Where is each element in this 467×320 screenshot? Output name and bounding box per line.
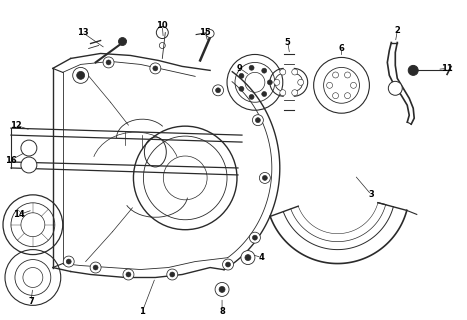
Text: 13: 13 (77, 28, 88, 37)
Circle shape (249, 65, 254, 70)
Circle shape (241, 251, 255, 265)
Circle shape (239, 86, 244, 91)
Circle shape (216, 88, 220, 93)
Circle shape (262, 68, 267, 73)
Text: 5: 5 (285, 38, 290, 47)
Circle shape (226, 262, 231, 267)
Circle shape (345, 72, 351, 78)
Circle shape (280, 69, 286, 75)
Circle shape (408, 65, 418, 76)
Text: 8: 8 (219, 307, 225, 316)
Circle shape (259, 172, 270, 183)
Text: 3: 3 (368, 190, 374, 199)
Circle shape (262, 92, 267, 97)
Circle shape (93, 265, 98, 270)
Circle shape (351, 82, 356, 88)
Circle shape (219, 286, 225, 292)
Circle shape (126, 272, 131, 277)
Text: 6: 6 (339, 44, 345, 53)
Text: 12: 12 (10, 121, 22, 130)
Circle shape (63, 256, 74, 267)
Circle shape (280, 90, 286, 96)
Circle shape (274, 79, 280, 85)
Circle shape (21, 157, 37, 173)
Text: 10: 10 (156, 21, 168, 30)
Text: 7: 7 (28, 297, 34, 306)
Circle shape (123, 269, 134, 280)
Circle shape (345, 93, 351, 99)
Circle shape (223, 259, 234, 270)
Circle shape (90, 262, 101, 273)
Circle shape (206, 29, 214, 37)
Circle shape (215, 283, 229, 296)
Circle shape (389, 81, 402, 95)
Text: 11: 11 (441, 64, 453, 73)
Circle shape (73, 68, 89, 83)
Text: 15: 15 (199, 28, 211, 37)
Circle shape (262, 175, 267, 180)
Circle shape (292, 90, 298, 96)
Circle shape (253, 235, 257, 240)
Text: 1: 1 (140, 307, 145, 316)
Circle shape (153, 66, 158, 71)
Circle shape (103, 57, 114, 68)
Circle shape (170, 272, 175, 277)
Circle shape (106, 60, 111, 65)
Circle shape (212, 85, 224, 96)
Circle shape (21, 140, 37, 156)
Text: 2: 2 (394, 26, 400, 35)
Circle shape (249, 232, 261, 243)
Circle shape (298, 79, 304, 85)
Circle shape (253, 115, 263, 126)
Circle shape (66, 259, 71, 264)
Circle shape (255, 118, 261, 123)
Circle shape (292, 69, 298, 75)
Circle shape (119, 37, 127, 45)
Circle shape (245, 255, 251, 260)
Circle shape (333, 72, 339, 78)
Circle shape (150, 63, 161, 74)
Circle shape (167, 269, 178, 280)
Circle shape (77, 71, 85, 79)
Text: 16: 16 (5, 156, 17, 164)
Text: 14: 14 (13, 210, 25, 219)
Circle shape (267, 80, 272, 85)
Circle shape (239, 73, 244, 78)
Circle shape (326, 82, 333, 88)
Circle shape (333, 93, 339, 99)
Text: 9: 9 (237, 64, 243, 73)
Circle shape (249, 94, 254, 100)
Text: 4: 4 (259, 253, 265, 262)
